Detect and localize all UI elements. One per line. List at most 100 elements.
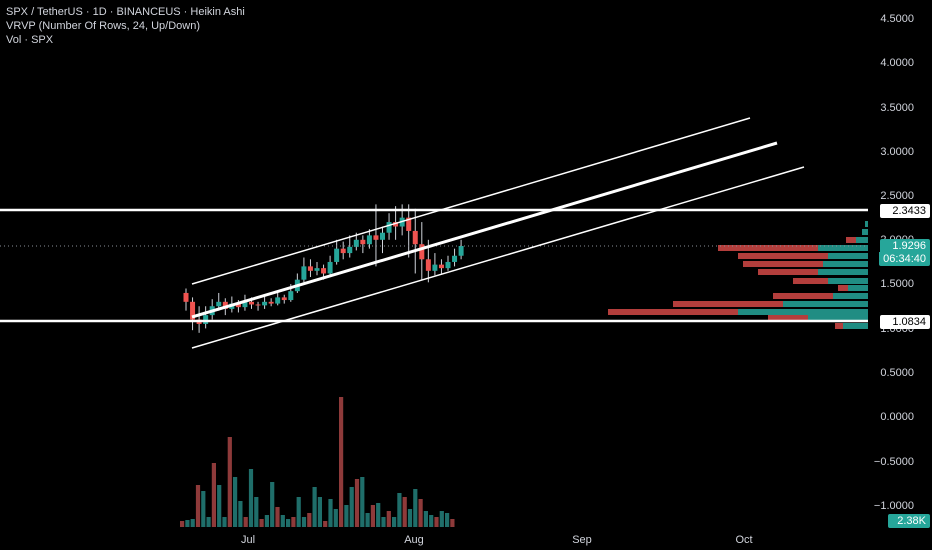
volume-bar	[445, 513, 450, 527]
profile-down-row	[773, 293, 833, 299]
profile-up-row	[818, 245, 868, 251]
volume-bar	[254, 497, 259, 527]
candle-body	[458, 246, 464, 256]
volume-bar	[180, 521, 185, 527]
volume-bar	[423, 511, 428, 527]
candle-body	[268, 301, 274, 304]
volume-bar	[434, 517, 439, 527]
candle-body	[419, 244, 425, 260]
countdown-badge: 06:34:40	[879, 252, 930, 266]
candle-body	[340, 248, 346, 254]
candle-body	[432, 264, 438, 271]
volume-bar	[386, 511, 391, 527]
profile-up-row	[843, 323, 868, 329]
profile-up-row	[862, 229, 868, 235]
volume-bar	[301, 517, 307, 527]
candle-body	[262, 301, 268, 306]
profile-down-row	[718, 245, 818, 251]
volume-bar	[407, 509, 413, 527]
vrvp-indicator-label[interactable]: VRVP (Number Of Rows, 24, Up/Down)	[6, 20, 200, 32]
volume-bar	[291, 517, 296, 527]
volume-bar	[360, 477, 365, 527]
candle-body	[380, 232, 385, 240]
channel-upper-line	[191, 117, 751, 285]
candle-body	[307, 266, 313, 271]
candle-body	[301, 266, 307, 280]
volume-bar	[312, 487, 317, 527]
volume-bar	[333, 509, 338, 527]
volume-bar	[376, 503, 381, 527]
price-tick: −0.5000	[873, 456, 914, 468]
price-tick: 0.5000	[880, 367, 914, 379]
volume-bar	[270, 482, 275, 527]
profile-up-row	[833, 293, 868, 299]
profile-down-row	[768, 315, 808, 321]
price-tick: 4.5000	[880, 13, 914, 25]
profile-down-row	[838, 285, 848, 291]
symbol-title[interactable]: SPX / TetherUS · 1D · BINANCEUS · Heikin…	[6, 6, 245, 18]
profile-up-row	[848, 285, 868, 291]
price-tick: 3.0000	[880, 146, 914, 158]
profile-down-row	[758, 269, 818, 275]
candle-body	[314, 268, 320, 271]
volume-bar	[233, 477, 238, 527]
volume-bar	[439, 511, 444, 527]
volume-bar	[429, 515, 434, 527]
volume-bar	[264, 515, 269, 527]
volume-bar	[317, 497, 322, 527]
volume-bars	[180, 397, 455, 527]
candle-body	[373, 235, 379, 240]
time-tick: Sep	[572, 534, 592, 546]
profile-up-row	[823, 261, 868, 267]
volume-bar	[275, 507, 280, 527]
candle-body	[360, 239, 366, 245]
candle-body	[275, 297, 281, 304]
price-tick: 0.0000	[880, 411, 914, 423]
volume-bar	[195, 485, 201, 527]
candle-body	[203, 315, 209, 324]
candle-body	[183, 292, 189, 302]
candle-body	[386, 222, 392, 233]
volume-bar	[349, 487, 354, 527]
volume-bar	[222, 517, 227, 527]
candle-body	[216, 301, 222, 307]
price-tick: 2.5000	[880, 190, 914, 202]
price-tick: 3.5000	[880, 102, 914, 114]
volume-bar	[354, 479, 360, 527]
profile-up-row	[818, 269, 868, 275]
candle-body	[255, 304, 261, 306]
volume-bar	[381, 517, 386, 527]
channel-lower-line	[191, 166, 805, 349]
chart-legend: SPX / TetherUS · 1D · BINANCEUS · Heikin…	[6, 5, 245, 47]
candles	[183, 204, 464, 333]
volume-bar	[217, 485, 222, 527]
volume-bar	[248, 469, 254, 527]
candle-body	[222, 301, 228, 309]
volume-indicator-label[interactable]: Vol · SPX	[6, 34, 54, 46]
candle-body	[190, 301, 196, 320]
profile-up-row	[828, 253, 868, 259]
candle-body	[445, 261, 451, 269]
volume-bar	[413, 489, 418, 527]
volume-bar	[365, 513, 370, 527]
candle-body	[412, 230, 418, 245]
candle-body	[353, 239, 359, 247]
price-tick: −1.0000	[873, 500, 914, 512]
candle-body	[249, 301, 254, 305]
profile-down-row	[846, 237, 856, 243]
candle-body	[438, 264, 444, 269]
time-tick: Jul	[240, 534, 256, 546]
profile-up-row	[808, 315, 868, 321]
volume-bar	[296, 497, 301, 527]
candle-body	[242, 301, 248, 308]
volume-bar	[206, 517, 211, 527]
support-price-badge: 1.0834	[880, 315, 930, 329]
candle-body	[321, 268, 327, 274]
price-tick: 4.0000	[880, 57, 914, 69]
profile-down-row	[673, 301, 783, 307]
channel-middle-line	[191, 141, 778, 319]
profile-up-row	[856, 237, 868, 243]
volume-bar	[211, 463, 216, 527]
profile-down-row	[738, 253, 828, 259]
